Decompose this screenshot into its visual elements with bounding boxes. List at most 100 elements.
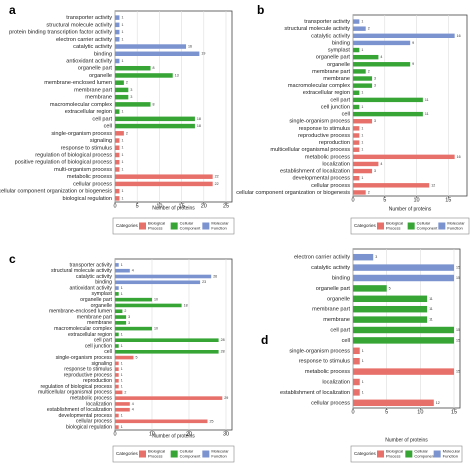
data-label: 1: [121, 167, 123, 171]
bar: [115, 402, 130, 406]
category-label: transporter activity: [69, 262, 112, 268]
legend-label: Function: [443, 454, 458, 459]
data-label: 13: [175, 73, 179, 77]
data-label: 3: [374, 84, 376, 88]
bar: [115, 22, 120, 28]
data-label: 2: [124, 390, 126, 394]
bar: [115, 102, 151, 107]
bar: [353, 140, 360, 145]
category-label: binding: [332, 275, 350, 281]
category-label: binding: [94, 51, 112, 57]
data-label: 8: [153, 66, 155, 70]
x-tick-label: 10: [156, 203, 162, 209]
category-label: establishment of localization: [47, 407, 112, 413]
category-label: cellular process: [311, 183, 350, 189]
data-label: 15: [456, 370, 460, 374]
bar: [115, 15, 120, 20]
category-label: binding: [95, 280, 112, 286]
data-label: 1: [361, 105, 363, 109]
bar: [115, 384, 119, 389]
bar: [115, 321, 127, 325]
category-label: catalytic activity: [76, 274, 113, 280]
category-label: extracellular region: [303, 90, 350, 96]
category-label: reproduction: [319, 140, 350, 146]
legend-label: Biological: [148, 221, 165, 226]
panel-letter: a: [9, 3, 16, 17]
bar: [115, 87, 129, 93]
data-label: 1: [361, 148, 363, 152]
category-label: membrane: [87, 320, 112, 326]
category-label: developmental process: [292, 176, 350, 182]
bar: [115, 303, 182, 308]
category-label: structural molecule activity: [51, 268, 112, 274]
category-label: localization: [86, 401, 112, 407]
bar: [353, 126, 360, 131]
bar: [353, 253, 374, 261]
legend-title: Categories: [354, 223, 377, 228]
category-label: membrane part: [77, 314, 113, 320]
category-label: cell: [342, 338, 350, 344]
data-label: 1: [121, 146, 123, 150]
category-label: electron carrier activity: [294, 255, 350, 261]
data-label: 1: [121, 373, 123, 377]
bar: [353, 154, 455, 160]
legend-label: Process: [386, 454, 400, 459]
bar: [115, 29, 120, 35]
category-label: macromolecular complex: [288, 83, 350, 89]
legend-swatch: [202, 450, 210, 458]
bar: [115, 80, 124, 85]
legend-label: Process: [148, 454, 162, 459]
data-label: 4: [132, 408, 134, 412]
data-label: 16: [188, 44, 192, 48]
x-tick-label: 10: [413, 197, 419, 203]
data-label: 10: [154, 327, 158, 331]
category-label: membrane part: [312, 307, 350, 313]
category-label: cell part: [330, 327, 350, 333]
data-label: 3: [374, 119, 376, 123]
data-label: 1: [121, 153, 123, 157]
data-label: 5: [389, 286, 391, 290]
bar: [115, 109, 120, 114]
data-label: 1: [361, 126, 363, 130]
data-label: 1: [121, 413, 123, 417]
data-label: 29: [224, 396, 228, 400]
x-tick-label: 0: [113, 203, 116, 209]
data-label: 1: [121, 16, 123, 20]
legend-label: Function: [211, 454, 226, 459]
bar: [353, 133, 360, 138]
data-label: 1: [121, 59, 123, 63]
data-label: 12: [431, 183, 435, 187]
category-label: signaling: [90, 138, 112, 144]
category-label: response to stimulus: [299, 359, 351, 365]
x-tick-label: 20: [201, 203, 207, 209]
legend-label: Molecular: [211, 449, 229, 454]
bar: [353, 274, 454, 282]
category-label: membrane part: [74, 87, 112, 93]
data-label: 1: [121, 344, 123, 348]
bar: [115, 181, 213, 187]
category-label: single-organism process: [56, 355, 113, 361]
category-label: membrane: [85, 95, 112, 101]
bar: [115, 280, 201, 285]
chart-panel-a: a transporter activity 1 structural molecul…: [0, 3, 235, 235]
category-label: organelle part: [80, 297, 112, 303]
bar: [353, 389, 360, 396]
category-label: cellular component organization or bioge…: [236, 190, 350, 196]
data-label: 22: [215, 182, 219, 186]
bar: [115, 315, 127, 319]
category-label: binding: [332, 40, 350, 46]
legend-label: Function: [211, 226, 226, 231]
data-label: 1: [361, 48, 363, 52]
bar: [353, 316, 428, 323]
x-tick-label: 20: [186, 431, 192, 437]
bar: [115, 396, 223, 400]
bar: [115, 297, 152, 302]
data-label: 2: [126, 131, 128, 135]
x-axis-label: Number of proteins: [152, 205, 195, 211]
bar: [115, 373, 119, 377]
data-label: 1: [121, 361, 123, 365]
bar: [115, 355, 134, 360]
legend-swatch: [170, 222, 178, 230]
